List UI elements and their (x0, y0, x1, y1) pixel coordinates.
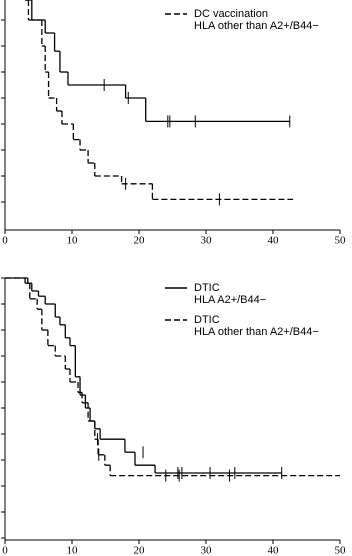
x-tick-label: 40 (268, 545, 280, 556)
x-tick-label: 50 (335, 545, 347, 556)
x-tick-label: 30 (201, 545, 213, 556)
legend-label: DTIC (194, 282, 220, 294)
x-tick-label: 0 (2, 545, 8, 556)
legend-label: DTIC (194, 314, 220, 326)
legend-label: HLA other than A2+/B44− (194, 326, 319, 338)
x-tick-label: 20 (134, 235, 146, 247)
x-tick-label: 40 (268, 235, 280, 247)
x-tick-label: 50 (335, 235, 347, 247)
legend-label: HLA other than A2+/B44− (194, 20, 319, 32)
x-tick-label: 10 (67, 545, 79, 556)
legend-label: DC vaccination (194, 8, 268, 20)
x-tick-label: 30 (201, 235, 213, 247)
x-tick-label: 20 (134, 545, 146, 556)
legend-label: HLA A2+/B44− (194, 294, 266, 306)
x-tick-label: 10 (67, 235, 79, 247)
x-tick-label: 0 (2, 235, 8, 247)
